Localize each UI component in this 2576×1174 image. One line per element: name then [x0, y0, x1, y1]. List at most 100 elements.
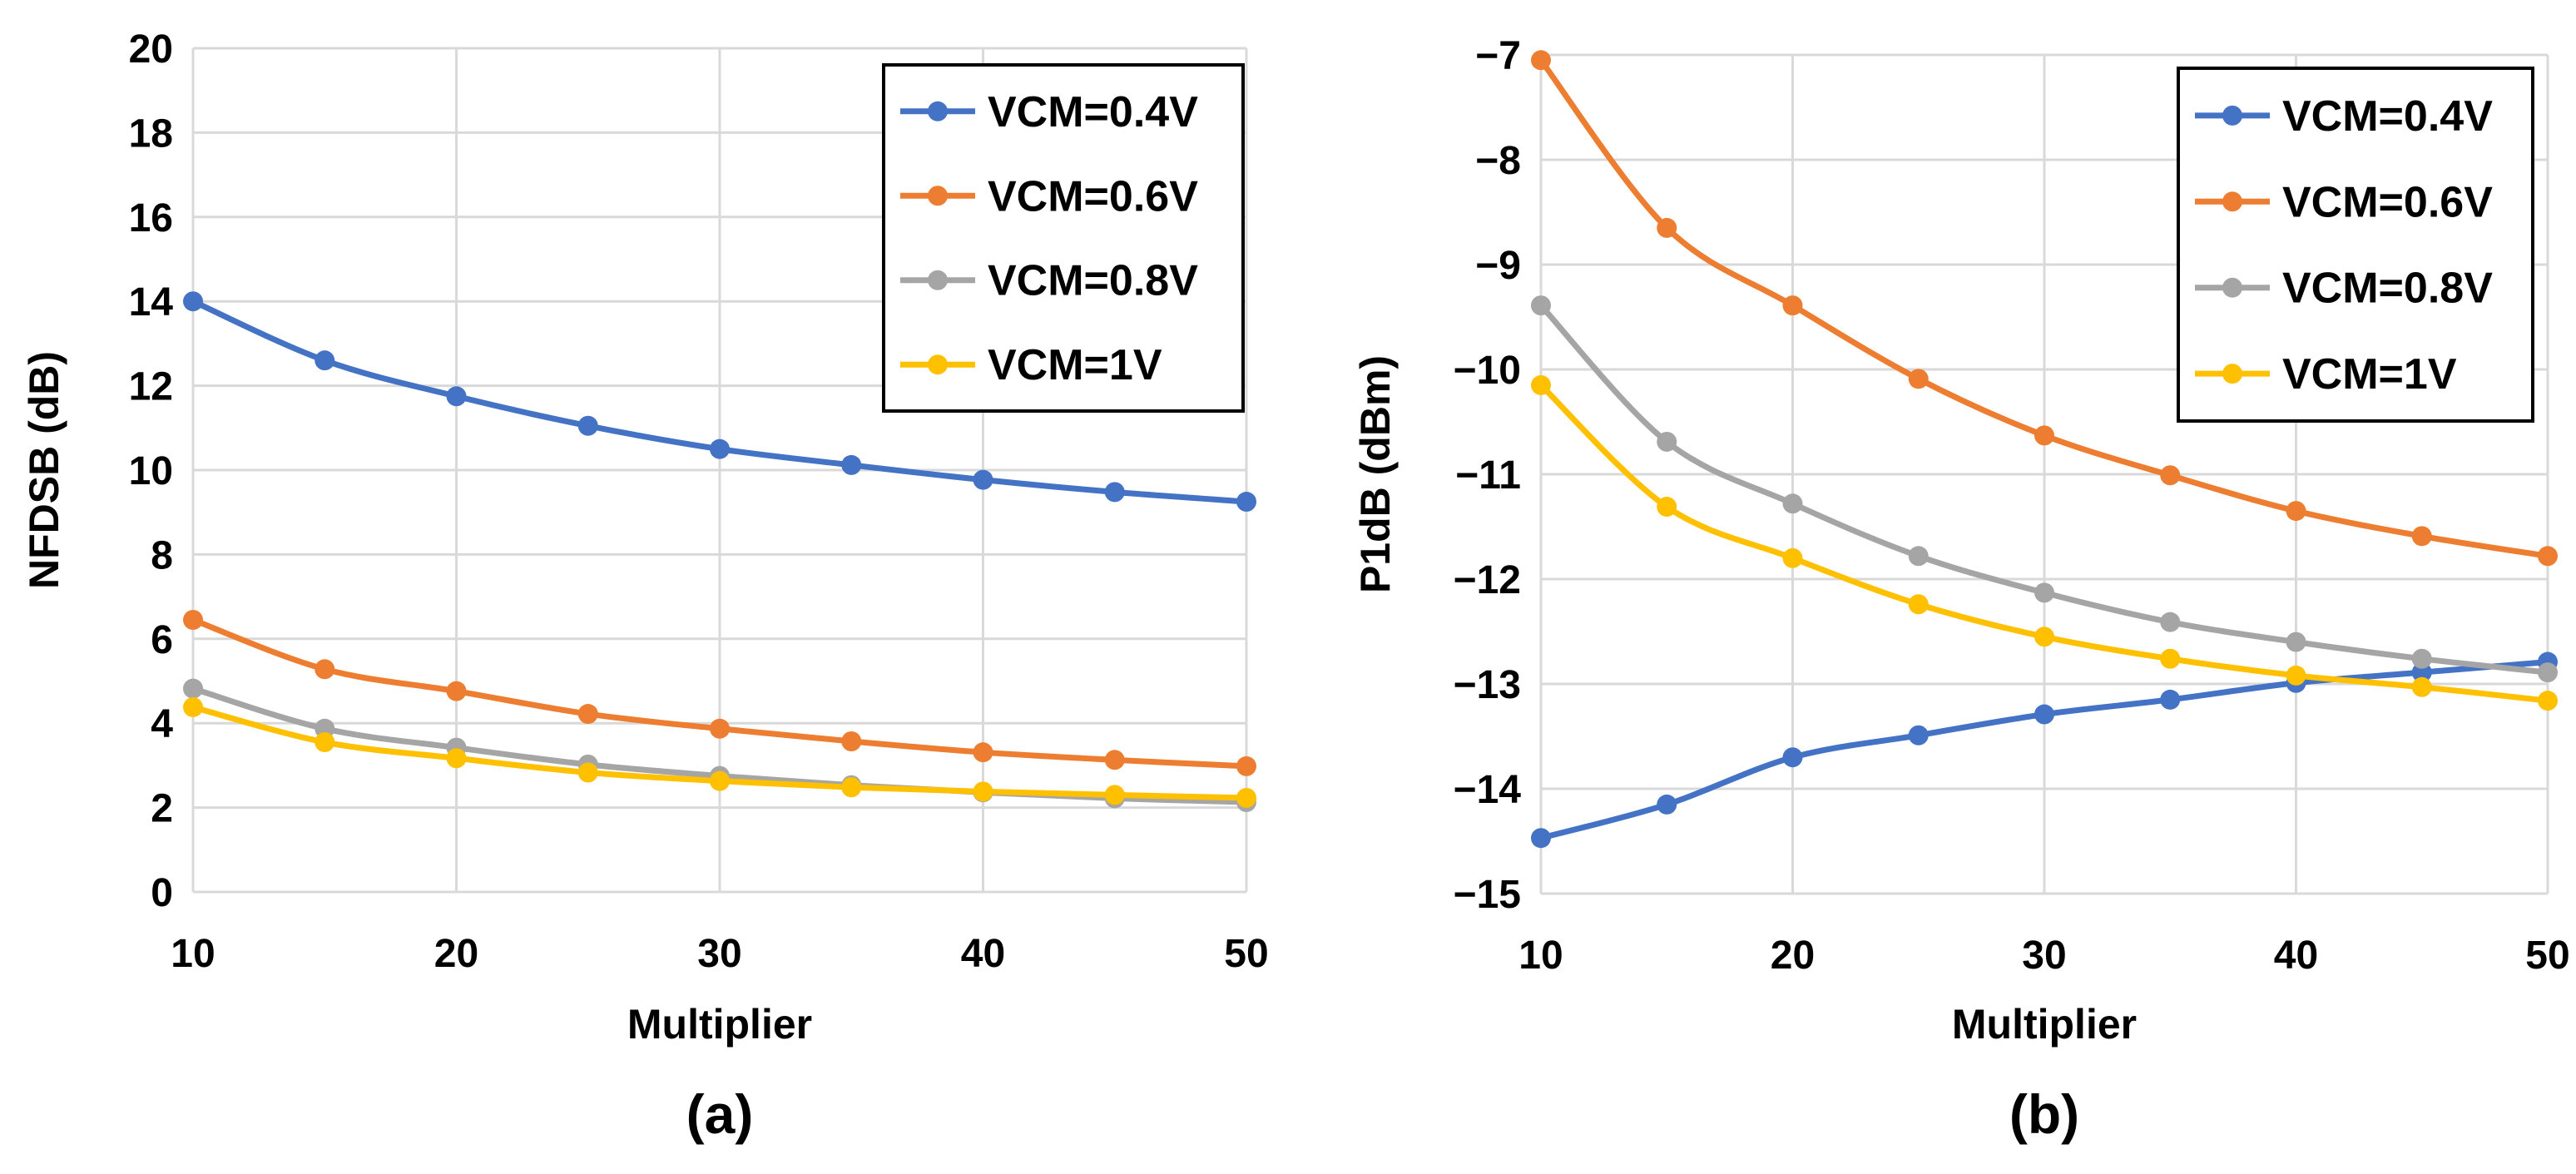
y-tick-label: 20	[129, 27, 173, 72]
y-tick-label: −10	[1454, 349, 1521, 393]
y-tick-label: −15	[1454, 873, 1521, 917]
x-tick-label: 40	[961, 932, 1005, 976]
y-tick-label: 2	[151, 787, 173, 831]
data-point	[710, 770, 730, 791]
legend-item: VCM=0.6V	[900, 172, 1198, 220]
data-point	[2286, 501, 2306, 522]
data-point	[1531, 295, 1551, 316]
data-point	[841, 454, 862, 475]
legend-swatch-marker	[2222, 364, 2242, 384]
data-point	[2160, 689, 2181, 710]
legend: VCM=0.4V VCM=0.6V VCM=0.8V VCM=1V	[882, 63, 1245, 413]
data-point	[710, 718, 730, 739]
y-tick-label: 4	[151, 702, 173, 746]
data-point	[1531, 50, 1551, 71]
y-tick-label: −7	[1475, 34, 1521, 78]
y-tick-label: 6	[151, 618, 173, 662]
legend-item: VCM=0.8V	[900, 257, 1198, 305]
legend-swatch-marker	[2222, 277, 2242, 298]
x-tick-label: 50	[2525, 934, 2569, 978]
y-tick-label: −8	[1475, 139, 1521, 183]
data-point	[973, 469, 993, 490]
data-point	[577, 704, 598, 725]
data-point	[183, 696, 203, 717]
data-point	[1531, 374, 1551, 395]
data-point	[1657, 431, 1677, 452]
data-point	[577, 415, 598, 436]
legend-item: VCM=1V	[2195, 350, 2457, 399]
data-point	[841, 777, 862, 798]
legend-label: VCM=1V	[988, 341, 1162, 389]
data-point	[1908, 725, 1929, 746]
data-point	[1908, 546, 1929, 567]
x-tick-label: 20	[1771, 934, 1815, 978]
legend-swatch-marker	[928, 186, 948, 206]
data-point	[973, 742, 993, 763]
data-point	[2160, 648, 2181, 669]
legend-box	[882, 63, 1245, 413]
y-tick-label: −11	[1455, 453, 1521, 498]
legend-swatch-marker	[928, 354, 948, 375]
data-point	[577, 762, 598, 783]
x-axis-title: Multiplier	[1952, 1001, 2137, 1048]
x-axis-title: Multiplier	[627, 1001, 812, 1048]
panel-label: (b)	[2009, 1083, 2079, 1145]
y-tick-label: 10	[129, 449, 173, 493]
data-point	[315, 732, 335, 753]
y-tick-label: 12	[129, 365, 173, 409]
data-point	[710, 438, 730, 459]
data-point	[446, 386, 467, 407]
data-point	[1104, 750, 1125, 770]
data-point	[1782, 295, 1803, 316]
data-point	[1657, 217, 1677, 238]
legend: VCM=0.4V VCM=0.6V VCM=0.8V VCM=1V	[2177, 67, 2534, 423]
x-tick-label: 10	[171, 932, 215, 976]
y-tick-label: 0	[151, 871, 173, 915]
data-point	[1236, 492, 1256, 513]
data-point	[446, 681, 467, 701]
y-tick-label: −12	[1454, 558, 1521, 602]
data-point	[1236, 755, 1256, 776]
legend-swatch-marker	[2222, 105, 2242, 126]
legend-label: VCM=0.6V	[988, 172, 1198, 220]
data-point	[2411, 648, 2432, 669]
y-axis-title: NFDSB (dB)	[21, 351, 67, 589]
legend-box	[2177, 67, 2534, 423]
data-point	[2411, 526, 2432, 547]
legend-item: VCM=0.4V	[900, 88, 1198, 136]
data-point	[1908, 369, 1929, 389]
legend-item: VCM=0.6V	[2195, 178, 2493, 226]
y-tick-label: −14	[1454, 768, 1522, 812]
x-tick-label: 10	[1518, 934, 1563, 978]
legend-label: VCM=1V	[2282, 350, 2457, 399]
data-point	[2034, 704, 2054, 725]
legend-swatch-marker	[928, 101, 948, 121]
data-point	[315, 659, 335, 680]
y-tick-label: 8	[151, 533, 173, 577]
data-point	[2286, 632, 2306, 652]
data-point	[1104, 482, 1125, 503]
legend-label: VCM=0.8V	[988, 257, 1198, 305]
data-point	[2538, 691, 2558, 711]
y-tick-label: 18	[129, 111, 173, 156]
y-tick-label: 16	[129, 196, 173, 240]
data-point	[315, 350, 335, 371]
legend-swatch-marker	[2222, 191, 2242, 212]
data-point	[2034, 582, 2054, 603]
data-point	[183, 609, 203, 630]
data-point	[183, 678, 203, 699]
data-point	[973, 781, 993, 802]
legend-item: VCM=1V	[900, 341, 1162, 389]
y-tick-label: 14	[129, 280, 174, 324]
y-axis-title: P1dB (dBm)	[1352, 355, 1399, 593]
legend-item: VCM=0.8V	[2195, 265, 2493, 313]
y-tick-label: −13	[1454, 663, 1521, 707]
legend-item: VCM=0.4V	[2195, 92, 2493, 141]
data-point	[1104, 785, 1125, 805]
legend-label: VCM=0.4V	[2282, 92, 2493, 141]
data-point	[2538, 662, 2558, 683]
data-point	[841, 731, 862, 752]
panel-label: (a)	[686, 1083, 754, 1145]
